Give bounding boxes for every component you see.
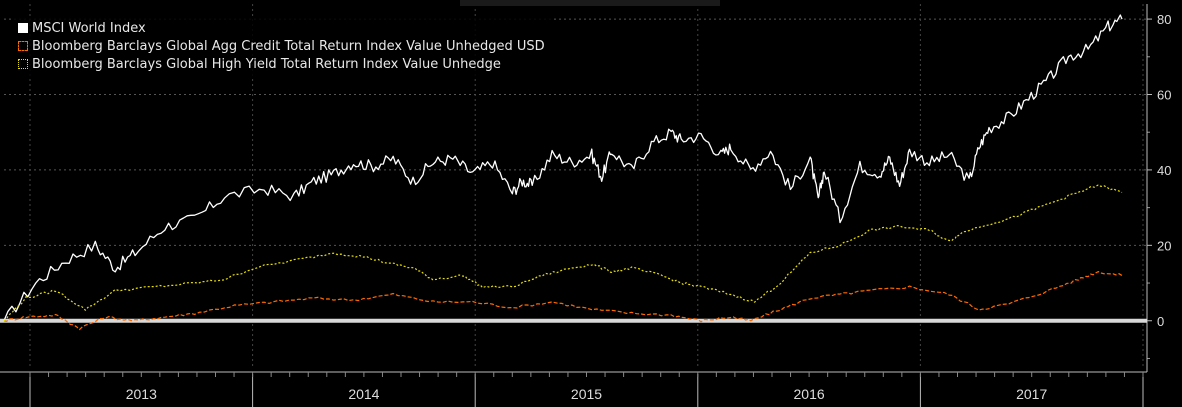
x-tick-label: 2016 — [794, 386, 825, 402]
x-tick-label: 2015 — [571, 386, 602, 402]
legend-label-msci: MSCI World Index — [32, 20, 146, 36]
y-tick-label: 40 — [1157, 163, 1171, 178]
legend-label-agg-credit: Bloomberg Barclays Global Agg Credit Tot… — [32, 38, 545, 54]
y-tick-label: 20 — [1157, 238, 1171, 253]
legend-swatch-msci — [18, 23, 28, 33]
series-lines — [3, 14, 1123, 331]
x-tick-label: 2013 — [126, 386, 157, 402]
x-tick-labels: 2013 2014 2015 2016 2017 — [126, 386, 1048, 402]
y-tick-label: 60 — [1157, 88, 1171, 103]
series-line-1 — [3, 271, 1123, 331]
y-tick-labels: 0 20 40 60 80 — [1157, 12, 1171, 329]
x-tick-label: 2017 — [1016, 386, 1047, 402]
series-line-2 — [3, 184, 1123, 322]
legend-swatch-agg-credit — [18, 41, 28, 51]
legend-item: Bloomberg Barclays Global Agg Credit Tot… — [18, 37, 545, 55]
legend-swatch-high-yield — [18, 59, 28, 69]
axes — [0, 4, 1152, 407]
series-line-0 — [3, 14, 1123, 322]
y-tick-label: 0 — [1157, 314, 1164, 329]
legend-label-high-yield: Bloomberg Barclays Global High Yield Tot… — [32, 56, 501, 72]
x-tick-label: 2014 — [348, 386, 379, 402]
legend-item: MSCI World Index — [18, 19, 545, 37]
top-toolbar-strip — [460, 0, 720, 6]
legend-item: Bloomberg Barclays Global High Yield Tot… — [18, 55, 545, 73]
legend: MSCI World Index Bloomberg Barclays Glob… — [14, 17, 551, 76]
y-tick-label: 80 — [1157, 12, 1171, 27]
